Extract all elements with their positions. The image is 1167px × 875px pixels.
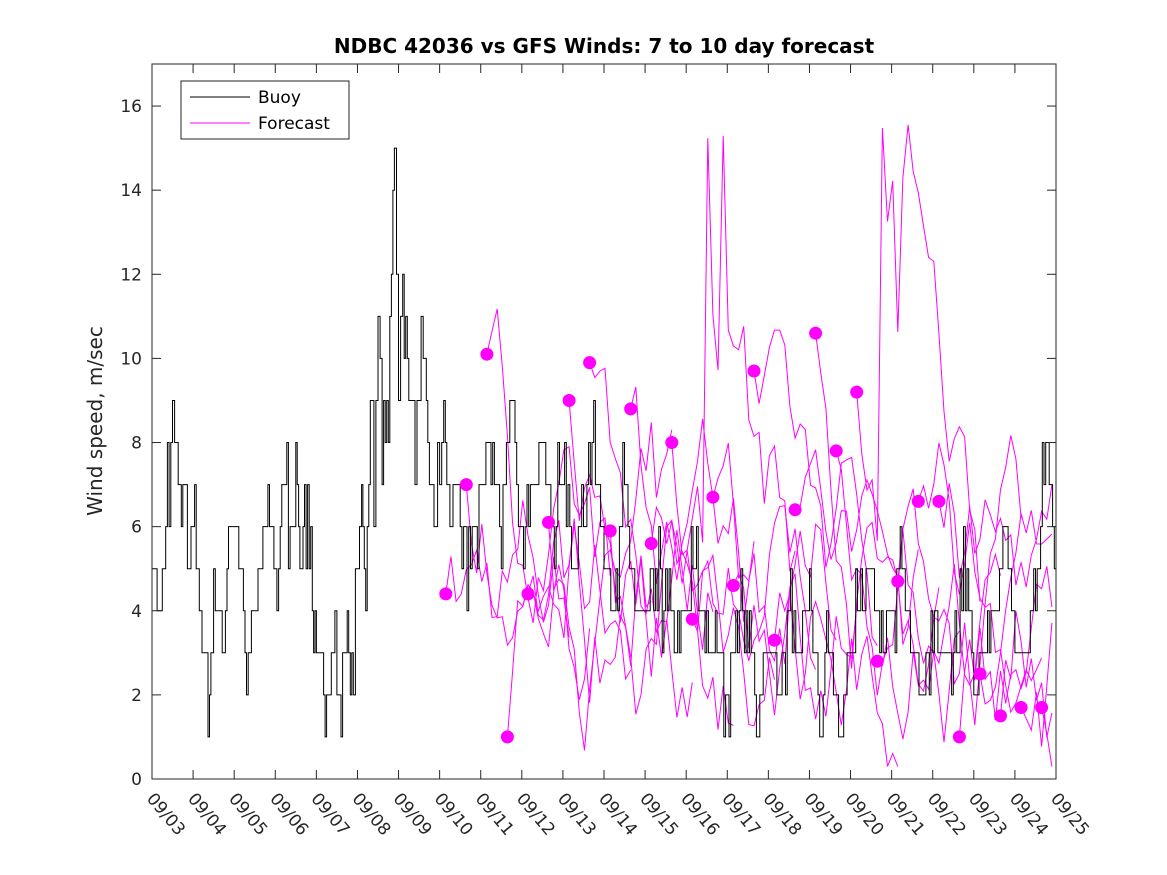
forecast-marker: [1014, 701, 1028, 714]
forecast-marker: [480, 347, 494, 361]
forecast-marker: [644, 537, 658, 550]
forecast-marker: [542, 515, 555, 529]
forecast-line: [650, 505, 775, 727]
forecast-line: [1020, 622, 1053, 747]
forecast-marker: [603, 524, 617, 538]
forecast-marker: [439, 587, 453, 601]
forecast-line: [486, 308, 611, 623]
forecast-line: [876, 552, 1001, 740]
forecast-marker: [891, 574, 905, 588]
forecast-marker: [583, 356, 597, 370]
y-tick-label: 6: [131, 518, 142, 538]
forecast-marker: [459, 478, 473, 492]
forecast-marker: [952, 730, 966, 744]
y-tick-label: 0: [131, 770, 142, 790]
forecast-marker: [973, 667, 987, 681]
forecast-line: [938, 483, 1053, 588]
forecast-marker: [624, 402, 638, 416]
forecast-line: [527, 518, 652, 703]
forecast-marker: [850, 385, 864, 399]
forecast-line: [774, 592, 899, 767]
forecast-line: [753, 329, 878, 647]
forecast-marker: [665, 436, 679, 449]
forecast-line: [979, 510, 1053, 705]
y-tick-label: 16: [120, 97, 142, 117]
y-tick-label: 2: [131, 686, 142, 706]
forecast-line: [548, 422, 673, 751]
forecast-marker: [788, 503, 802, 517]
forecast-line: [1000, 611, 1053, 738]
legend-label-forecast: Forecast: [258, 114, 330, 134]
y-tick-label: 14: [120, 181, 142, 201]
y-tick-label: 4: [131, 602, 142, 622]
forecast-line: [856, 124, 981, 602]
y-tick-label: 10: [120, 349, 142, 369]
forecast-line: [897, 435, 1022, 726]
forecast-marker: [706, 490, 720, 504]
forecast-marker: [726, 579, 740, 592]
forecast-marker: [768, 633, 781, 647]
y-axis-label: Wind speed, m/sec: [83, 326, 107, 516]
forecast-marker: [685, 612, 699, 626]
legend: Buoy Forecast: [180, 80, 350, 140]
forecast-line: [712, 442, 837, 665]
forecast-marker: [932, 494, 946, 508]
y-tick-label: 8: [131, 434, 142, 454]
forecast-line: [958, 566, 1053, 737]
forecast-line: [609, 519, 734, 730]
forecast-marker: [809, 326, 823, 340]
y-tick-label: 12: [120, 265, 142, 285]
forecast-marker: [994, 709, 1007, 723]
forecast-marker: [1035, 701, 1049, 714]
forecast-marker: [829, 444, 843, 458]
chart-title: NDBC 42036 vs GFS Winds: 7 to 10 day for…: [334, 34, 875, 58]
forecast-line: [671, 135, 796, 572]
forecast-marker: [521, 587, 535, 601]
forecast-line: [445, 500, 570, 638]
forecast-line: [732, 572, 858, 720]
forecast-line: [506, 525, 632, 737]
forecast-marker: [562, 394, 576, 407]
forecast-line: [568, 400, 693, 718]
forecast-line: [630, 386, 755, 622]
forecast-line: [917, 442, 1043, 714]
legend-label-buoy: Buoy: [258, 88, 301, 108]
forecast-marker: [870, 654, 884, 668]
forecast-marker: [747, 364, 761, 378]
forecast-line: [1041, 707, 1053, 767]
forecast-marker: [500, 730, 514, 744]
forecast-line: [691, 505, 817, 670]
buoy-line: [152, 147, 1056, 738]
forecast-line: [589, 362, 714, 650]
forecast-marker: [911, 494, 925, 508]
legend-box: [180, 80, 350, 140]
